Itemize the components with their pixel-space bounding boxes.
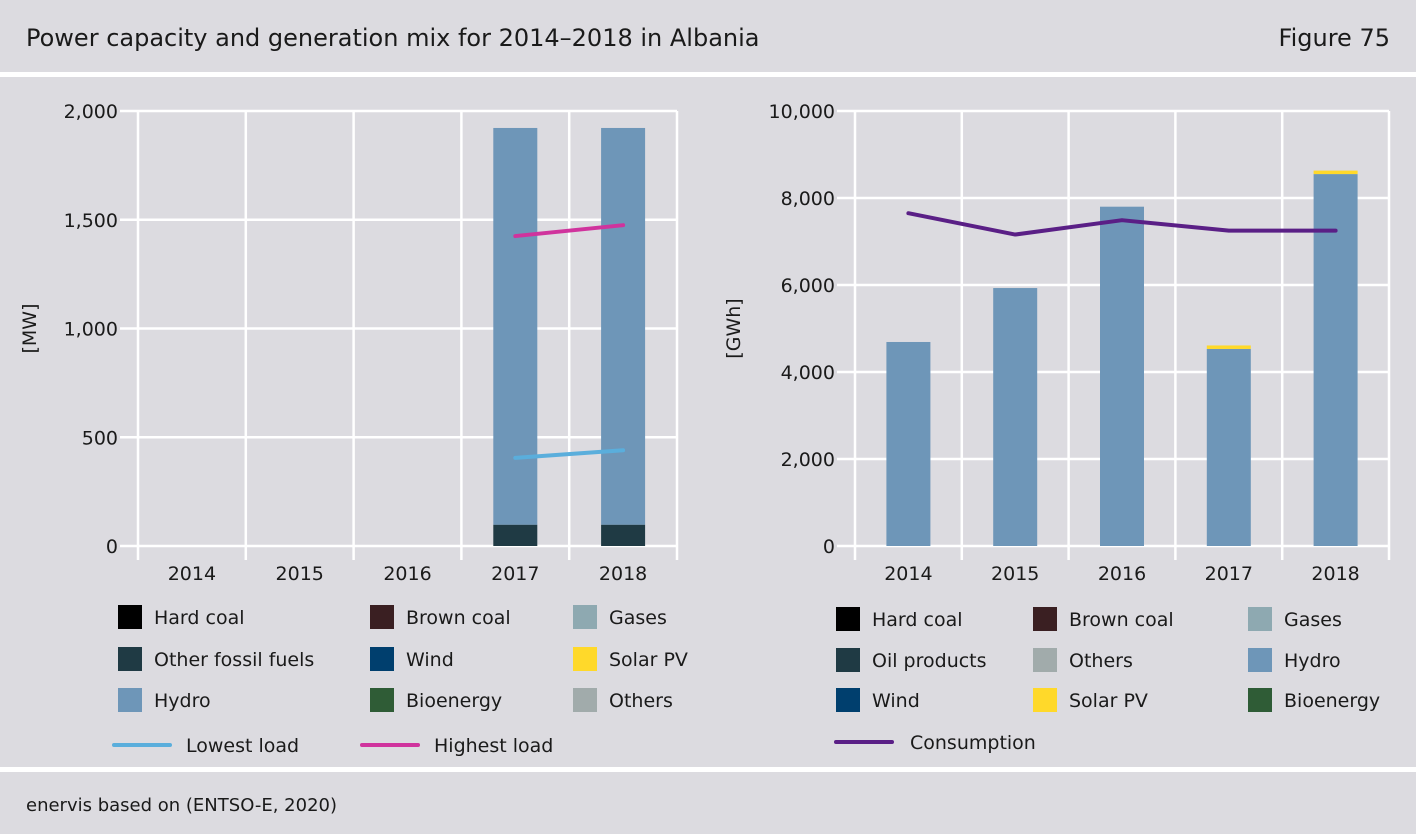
legend-label: Hydro bbox=[154, 690, 211, 712]
legend-swatch bbox=[1033, 607, 1057, 631]
y-tick-label: 2,000 bbox=[781, 449, 835, 471]
legend-label: Gases bbox=[609, 607, 667, 629]
y-axis-label: [MW] bbox=[19, 303, 41, 353]
legend-swatch bbox=[836, 648, 860, 672]
legend-swatch bbox=[573, 647, 597, 671]
legend-label: Wind bbox=[872, 690, 920, 712]
y-tick-label: 500 bbox=[82, 427, 118, 449]
y-tick-label: 10,000 bbox=[769, 101, 835, 123]
x-tick-label: 2017 bbox=[491, 563, 539, 585]
legend-label: Brown coal bbox=[406, 607, 511, 629]
figure-header: Power capacity and generation mix for 20… bbox=[0, 0, 1416, 74]
y-tick-label: 6,000 bbox=[781, 275, 835, 297]
legend-label: Bioenergy bbox=[1284, 690, 1380, 712]
legend-swatch bbox=[118, 688, 142, 712]
legend-swatch bbox=[1033, 648, 1057, 672]
x-tick-label: 2016 bbox=[1098, 563, 1146, 585]
legend-label: Wind bbox=[406, 649, 454, 671]
bar-segment bbox=[993, 288, 1038, 546]
legend-line-label: Highest load bbox=[434, 735, 553, 757]
x-tick-label: 2015 bbox=[991, 563, 1039, 585]
legend-label: Hard coal bbox=[872, 609, 963, 631]
x-tick-label: 2014 bbox=[884, 563, 932, 585]
header-divider bbox=[0, 72, 1416, 77]
legend-label: Hard coal bbox=[154, 607, 245, 629]
legend-swatch bbox=[370, 605, 394, 629]
bar-segment bbox=[493, 524, 538, 546]
legend-swatch bbox=[1033, 688, 1057, 712]
bar-segment bbox=[493, 127, 538, 525]
bar-segment bbox=[1313, 174, 1358, 546]
legend-label: Oil products bbox=[872, 650, 987, 672]
bar-segment bbox=[1206, 345, 1251, 349]
legend-swatch bbox=[1248, 607, 1272, 631]
y-axis-label: [GWh] bbox=[723, 298, 745, 358]
bar-segment bbox=[1206, 348, 1251, 546]
legend-label: Bioenergy bbox=[406, 690, 502, 712]
legend-line-label: Consumption bbox=[910, 732, 1036, 754]
y-tick-label: 0 bbox=[823, 536, 835, 558]
bar-segment bbox=[1100, 206, 1144, 546]
capacity-chart: 0 500 1,000 1,500 2,000 2014 2015 2016 2017 2018 [… bbox=[19, 101, 688, 757]
y-tick-label: 4,000 bbox=[781, 362, 835, 384]
x-tick-label: 2015 bbox=[276, 563, 324, 585]
x-tick-label: 2014 bbox=[168, 563, 216, 585]
x-tick-label: 2017 bbox=[1205, 563, 1253, 585]
legend-label: Solar PV bbox=[1069, 690, 1148, 712]
legend-label: Others bbox=[609, 690, 673, 712]
legend-swatch bbox=[573, 688, 597, 712]
y-tick-label: 8,000 bbox=[781, 188, 835, 210]
legend-swatch bbox=[118, 605, 142, 629]
y-tick-label: 1,000 bbox=[64, 319, 118, 341]
footer-divider bbox=[0, 767, 1416, 772]
x-tick-label: 2018 bbox=[599, 563, 647, 585]
legend-swatch bbox=[118, 647, 142, 671]
legend-line-label: Lowest load bbox=[186, 735, 299, 757]
generation-chart: 0 2,000 4,000 6,000 8,000 10,000 2014 2015 2016 2… bbox=[723, 101, 1391, 754]
legend-swatch bbox=[836, 688, 860, 712]
legend-label: Gases bbox=[1284, 609, 1342, 631]
legend-swatch bbox=[573, 605, 597, 629]
legend-label: Other fossil fuels bbox=[154, 649, 314, 671]
legend-label: Others bbox=[1069, 650, 1133, 672]
legend-swatch bbox=[1248, 688, 1272, 712]
x-tick-label: 2016 bbox=[383, 563, 431, 585]
bar-segment bbox=[886, 341, 931, 546]
line-series bbox=[513, 223, 626, 239]
line-series bbox=[513, 448, 626, 460]
figure-title: Power capacity and generation mix for 20… bbox=[26, 24, 760, 52]
legend-swatch bbox=[836, 607, 860, 631]
y-tick-label: 0 bbox=[106, 536, 118, 558]
legend-swatch bbox=[370, 647, 394, 671]
legend-label: Hydro bbox=[1284, 650, 1341, 672]
legend-swatch bbox=[370, 688, 394, 712]
source-note: enervis based on (ENTSO-E, 2020) bbox=[26, 795, 338, 816]
figure-number: Figure 75 bbox=[1278, 24, 1390, 52]
bar-segment bbox=[1313, 170, 1358, 175]
y-tick-label: 2,000 bbox=[64, 101, 118, 123]
y-tick-label: 1,500 bbox=[64, 210, 118, 232]
legend-swatch bbox=[1248, 648, 1272, 672]
bar-segment bbox=[601, 127, 646, 525]
x-tick-label: 2018 bbox=[1311, 563, 1359, 585]
bar-segment bbox=[601, 524, 646, 546]
legend-label: Solar PV bbox=[609, 649, 688, 671]
legend-label: Brown coal bbox=[1069, 609, 1174, 631]
line-series bbox=[906, 211, 1338, 237]
